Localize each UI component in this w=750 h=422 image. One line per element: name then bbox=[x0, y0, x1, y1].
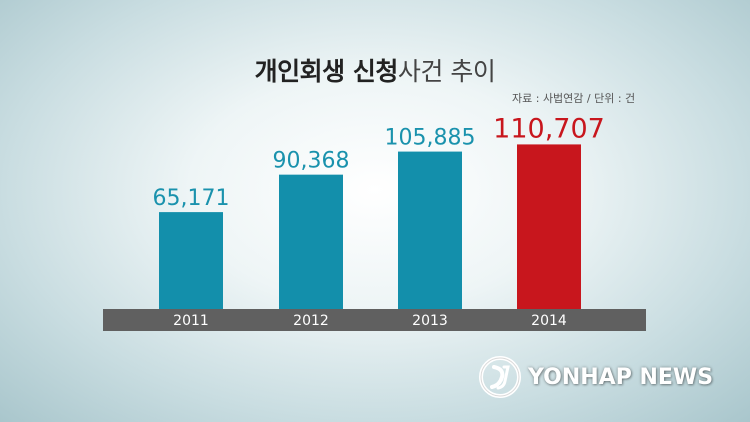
chart-title-bold: 개인회생 신청 bbox=[254, 57, 399, 86]
watermark: YONHAP NEWS bbox=[478, 352, 713, 402]
chart-title: 개인회생 신청사건 추이 bbox=[0, 52, 750, 88]
chart-title-light: 사건 추이 bbox=[397, 57, 496, 86]
x-tick-label-2013: 2013 bbox=[412, 313, 448, 329]
bar-2013 bbox=[398, 151, 462, 309]
value-label-2011: 65,171 bbox=[153, 186, 230, 211]
x-tick-label-2014: 2014 bbox=[531, 313, 567, 329]
x-tick-label-2012: 2012 bbox=[293, 313, 329, 329]
value-label-2014: 110,707 bbox=[493, 113, 605, 144]
value-label-2013: 105,885 bbox=[385, 126, 476, 151]
value-label-2012: 90,368 bbox=[273, 149, 350, 174]
chart-source: 자료 : 사법연감 / 단위 : 건 bbox=[512, 92, 636, 105]
bar-2014 bbox=[517, 144, 581, 309]
x-tick-label-2011: 2011 bbox=[173, 313, 209, 329]
yonhap-logo-icon bbox=[479, 356, 521, 398]
bar-2011 bbox=[159, 212, 223, 309]
x-axis-band bbox=[103, 309, 646, 331]
watermark-text: YONHAP NEWS bbox=[528, 364, 714, 390]
bar-2012 bbox=[279, 174, 343, 309]
